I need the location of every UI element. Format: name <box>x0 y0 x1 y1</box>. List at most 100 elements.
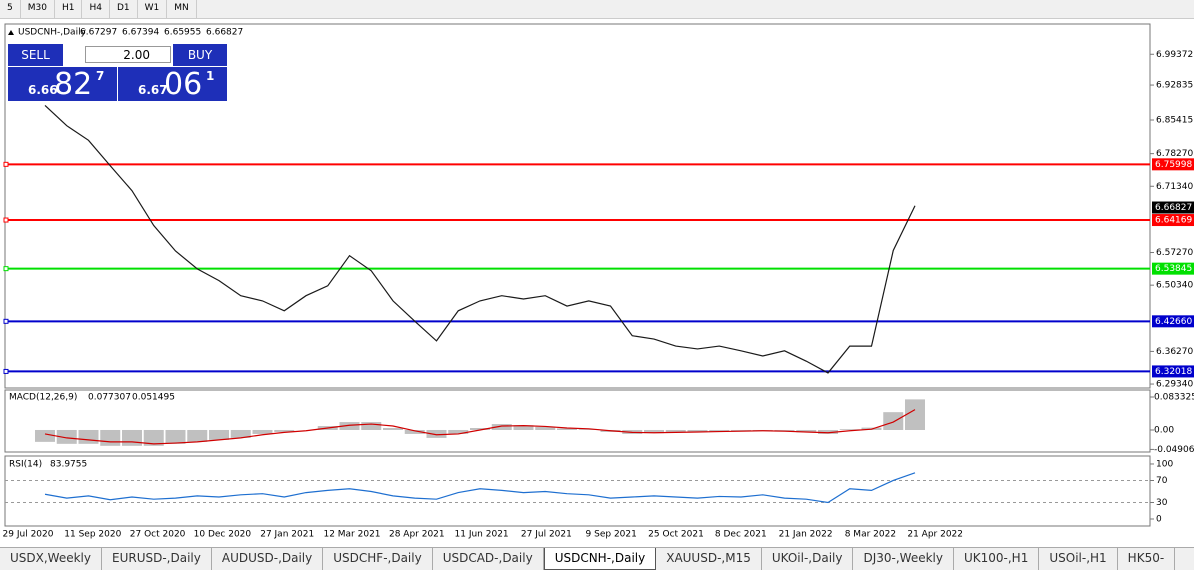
buy-button[interactable]: BUY <box>173 44 227 66</box>
symbol-tab[interactable]: USDCHF-,Daily <box>323 548 433 570</box>
ohlc-value: 6.67297 <box>80 28 117 38</box>
timeframe-button[interactable]: M30 <box>21 0 55 18</box>
price-line <box>44 105 916 374</box>
macd-bar <box>100 429 121 446</box>
y-tick-label: 6.57270 <box>1156 248 1193 258</box>
ohlc-value: 6.66827 <box>206 28 243 38</box>
collapse-icon <box>8 30 14 35</box>
symbol-tab[interactable]: UKOil-,Daily <box>762 548 854 570</box>
x-tick-label: 25 Oct 2021 <box>648 530 704 540</box>
symbol-tab[interactable]: EURUSD-,Daily <box>102 548 212 570</box>
current-price: 6.66827 <box>1155 203 1192 213</box>
symbol-tab[interactable]: HK50- <box>1118 548 1176 570</box>
x-tick-label: 28 Apr 2021 <box>389 530 445 540</box>
level-handle <box>3 161 9 167</box>
y-tick-label: 0.083325 <box>1154 392 1194 402</box>
y-tick-label: -0.049068 <box>1154 445 1194 455</box>
timeframe-button[interactable]: W1 <box>138 0 168 18</box>
macd-bar <box>383 428 403 430</box>
timeframe-button[interactable]: H4 <box>82 0 110 18</box>
timeframe-button[interactable]: 5 <box>0 0 21 18</box>
macd-bar <box>513 425 534 430</box>
macd-bar <box>557 428 577 430</box>
buy-price[interactable]: 6.67 06 1 <box>118 67 227 102</box>
x-tick-label: 21 Jan 2022 <box>779 530 833 540</box>
current-price-tag <box>1152 201 1194 214</box>
x-tick-label: 12 Mar 2021 <box>323 530 380 540</box>
rsi-title: RSI(14) <box>9 460 42 470</box>
macd-title: MACD(12,26,9) <box>9 393 77 403</box>
level-tag <box>1152 315 1194 328</box>
y-tick-label: 70 <box>1156 476 1168 486</box>
price-fraction: 7 <box>96 69 105 83</box>
y-tick-label: 6.50340 <box>1156 281 1193 291</box>
x-tick-label: 9 Sep 2021 <box>586 530 637 540</box>
sell-button[interactable]: SELL <box>8 44 63 66</box>
macd-bar <box>35 429 55 442</box>
symbol-tab[interactable]: UK100-,H1 <box>954 548 1040 570</box>
symbol-tab[interactable]: USOil-,H1 <box>1039 548 1118 570</box>
ohlc-value: 6.65955 <box>164 28 201 38</box>
macd-bar <box>339 422 360 430</box>
price-pane <box>4 23 1151 389</box>
level-label: 6.42660 <box>1155 317 1192 327</box>
sell-price[interactable]: 6.66 82 7 <box>8 67 117 102</box>
macd-bar <box>644 429 664 434</box>
x-tick-label: 27 Oct 2020 <box>130 530 186 540</box>
macd-bar <box>165 429 186 444</box>
level-tag <box>1152 262 1194 275</box>
y-tick-label: 6.71340 <box>1156 182 1193 192</box>
macd-bar <box>535 426 556 430</box>
price-head: 6.67 <box>138 83 168 97</box>
y-tick-label: 0.00 <box>1154 425 1174 435</box>
y-tick-label: 0 <box>1156 515 1162 525</box>
timeframe-button[interactable]: H1 <box>55 0 83 18</box>
symbol-tab[interactable]: USDCNH-,Daily <box>543 548 657 570</box>
macd-bar <box>404 429 425 434</box>
level-handle <box>3 368 9 374</box>
macd-bar <box>470 428 490 430</box>
macd-bar <box>143 429 164 446</box>
x-tick-label: 27 Jul 2021 <box>521 530 572 540</box>
price-pips: 06 <box>164 67 203 102</box>
macd-bar <box>274 429 295 432</box>
macd-bar <box>56 429 77 444</box>
symbol-tab[interactable]: XAUUSD-,M15 <box>656 548 762 570</box>
timeframe-toolbar: 5 M30 H1 H4 D1 W1 MN <box>0 0 1194 19</box>
x-tick-label: 11 Sep 2020 <box>64 530 121 540</box>
level-handle <box>3 266 9 272</box>
level-label: 6.53845 <box>1155 264 1192 274</box>
ohlc-value: 6.67394 <box>122 28 159 38</box>
macd-bar <box>78 429 99 444</box>
level-handle <box>3 318 9 324</box>
macd-bar <box>818 429 838 434</box>
symbol-tabs: USDX,Weekly EURUSD-,Daily AUDUSD-,Daily USD… <box>0 547 1194 570</box>
level-tag <box>1152 365 1194 378</box>
y-tick-label: 100 <box>1156 459 1173 469</box>
lot-input[interactable]: 2.00 <box>85 46 171 63</box>
y-tick-label: 6.85415 <box>1156 115 1193 125</box>
macd-bar <box>709 429 730 432</box>
macd-bar <box>122 429 142 446</box>
macd-bar <box>187 429 208 442</box>
level-tag <box>1152 214 1194 227</box>
timeframe-button[interactable]: MN <box>167 0 197 18</box>
x-tick-label: 8 Dec 2021 <box>715 530 767 540</box>
y-tick-label: 6.92835 <box>1156 81 1193 91</box>
macd-bar <box>448 429 469 434</box>
symbol-tab[interactable]: USDX,Weekly <box>0 548 102 570</box>
macd-bar <box>252 429 273 434</box>
rsi-line <box>44 472 916 504</box>
symbol: USDCNH-,Daily <box>18 28 87 38</box>
macd-bar <box>578 429 599 430</box>
timeframe-button[interactable]: D1 <box>110 0 138 18</box>
symbol-tab[interactable]: USDCAD-,Daily <box>433 548 544 570</box>
y-tick-label: 6.78270 <box>1156 149 1193 159</box>
macd-bar <box>839 429 860 430</box>
macd-bar <box>665 429 686 433</box>
symbol-tab[interactable]: AUDUSD-,Daily <box>212 548 324 570</box>
symbol-tab[interactable]: DJ30-,Weekly <box>853 548 954 570</box>
macd-bar <box>426 429 447 438</box>
